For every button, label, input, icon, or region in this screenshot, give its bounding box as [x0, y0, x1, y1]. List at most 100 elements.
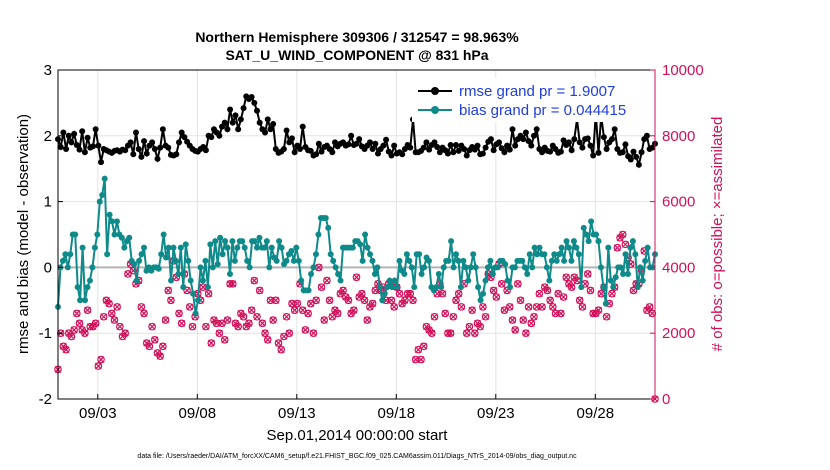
- bias-point: [86, 277, 93, 284]
- bias-point: [376, 284, 383, 291]
- bias-point: [226, 270, 233, 277]
- obs-count-marker: [602, 312, 611, 321]
- obs-count-marker: [476, 322, 485, 331]
- obs-count-marker: [269, 316, 277, 324]
- rmse-point: [345, 141, 352, 148]
- x-axis-label: Sep.01,2014 00:00:00 start: [267, 427, 449, 444]
- bias-point: [246, 264, 253, 271]
- rmse-point: [63, 145, 70, 152]
- rmse-point: [227, 106, 234, 113]
- rmse-point: [313, 151, 320, 158]
- obs-count-marker: [220, 335, 229, 344]
- bias-point: [251, 238, 258, 245]
- obs-count-marker: [105, 299, 113, 308]
- bias-point: [561, 257, 568, 264]
- obs-count-marker: [530, 312, 538, 321]
- bias-point: [556, 251, 563, 258]
- bias-point: [113, 218, 120, 225]
- bias-point: [610, 284, 617, 291]
- bias-point: [239, 238, 246, 245]
- rmse-point: [420, 144, 427, 151]
- obs-count-marker: [301, 326, 310, 334]
- rmse-point: [399, 151, 406, 158]
- obs-count-marker: [116, 322, 124, 331]
- obs-count-marker: [575, 296, 584, 305]
- rmse-point: [264, 116, 271, 123]
- obs-count-marker: [258, 319, 267, 328]
- bias-point: [543, 264, 550, 271]
- obs-count-marker: [411, 355, 420, 364]
- rmse-point: [450, 149, 457, 156]
- obs-count-marker: [274, 339, 283, 347]
- rmse-point: [590, 152, 597, 159]
- bias-point: [94, 231, 101, 238]
- obs-count-marker: [586, 286, 595, 295]
- obs-count-marker: [188, 322, 197, 331]
- y-left-tick-label: 3: [44, 62, 52, 79]
- bias-point: [268, 244, 275, 251]
- rmse-point: [202, 147, 209, 154]
- rmse-point: [447, 142, 454, 149]
- bias-point: [637, 264, 644, 271]
- bias-point: [131, 261, 138, 268]
- bias-point: [551, 251, 558, 258]
- obs-count-marker: [228, 280, 237, 288]
- bias-point: [624, 270, 631, 277]
- bias-point: [394, 284, 401, 291]
- rmse-point: [622, 141, 629, 148]
- bias-point: [337, 277, 344, 284]
- rmse-point: [157, 144, 164, 151]
- rmse-point: [159, 126, 166, 133]
- x-tick-label: 09/23: [477, 405, 515, 422]
- bias-point: [470, 251, 477, 258]
- bias-point: [283, 257, 290, 264]
- bias-point: [403, 251, 410, 258]
- obs-count-marker: [465, 322, 474, 331]
- obs-count-marker: [578, 303, 587, 311]
- bias-point: [639, 277, 646, 284]
- rmse-point: [71, 130, 78, 137]
- bias-point: [622, 251, 629, 258]
- bias-point: [585, 238, 592, 245]
- bias-point: [266, 264, 273, 271]
- rmse-point: [348, 132, 355, 139]
- obs-count-marker: [559, 293, 568, 301]
- obs-count-marker: [288, 299, 296, 308]
- obs-count-marker: [266, 296, 275, 305]
- obs-count-marker: [514, 280, 522, 288]
- rmse-point: [509, 126, 516, 133]
- bias-point: [529, 264, 536, 271]
- bias-point: [308, 270, 315, 277]
- rmse-point: [501, 149, 508, 156]
- obs-count-marker: [608, 289, 616, 298]
- obs-count-marker: [309, 329, 318, 338]
- bias-point: [59, 257, 66, 264]
- bias-point: [315, 231, 322, 238]
- rmse-point: [520, 136, 527, 143]
- obs-count-marker: [497, 280, 506, 288]
- rmse-point: [506, 146, 513, 153]
- bias-point: [634, 284, 641, 291]
- obs-count-marker: [471, 329, 479, 338]
- obs-count-marker: [207, 339, 216, 347]
- obs-count-marker: [549, 303, 557, 311]
- x-tick-label: 09/18: [378, 405, 416, 422]
- y-right-tick-label: 2000: [662, 325, 695, 342]
- chart-title-line1: Northern Hemisphere 309306 / 312547 = 98…: [195, 29, 519, 45]
- obs-count-marker: [177, 319, 186, 328]
- rmse-point: [173, 151, 180, 158]
- legend-bias-marker: [431, 106, 439, 114]
- rmse-point: [254, 107, 260, 114]
- rmse-point: [528, 142, 535, 149]
- bias-point: [256, 234, 263, 241]
- rmse-point: [383, 136, 390, 143]
- obs-count-marker: [290, 306, 299, 314]
- bias-point: [359, 257, 366, 264]
- bias-point: [455, 257, 462, 264]
- plot-area: [58, 70, 655, 399]
- bias-point: [541, 251, 548, 258]
- obs-count-marker: [140, 309, 148, 318]
- obs-count-marker: [137, 303, 146, 311]
- bias-point: [465, 277, 472, 284]
